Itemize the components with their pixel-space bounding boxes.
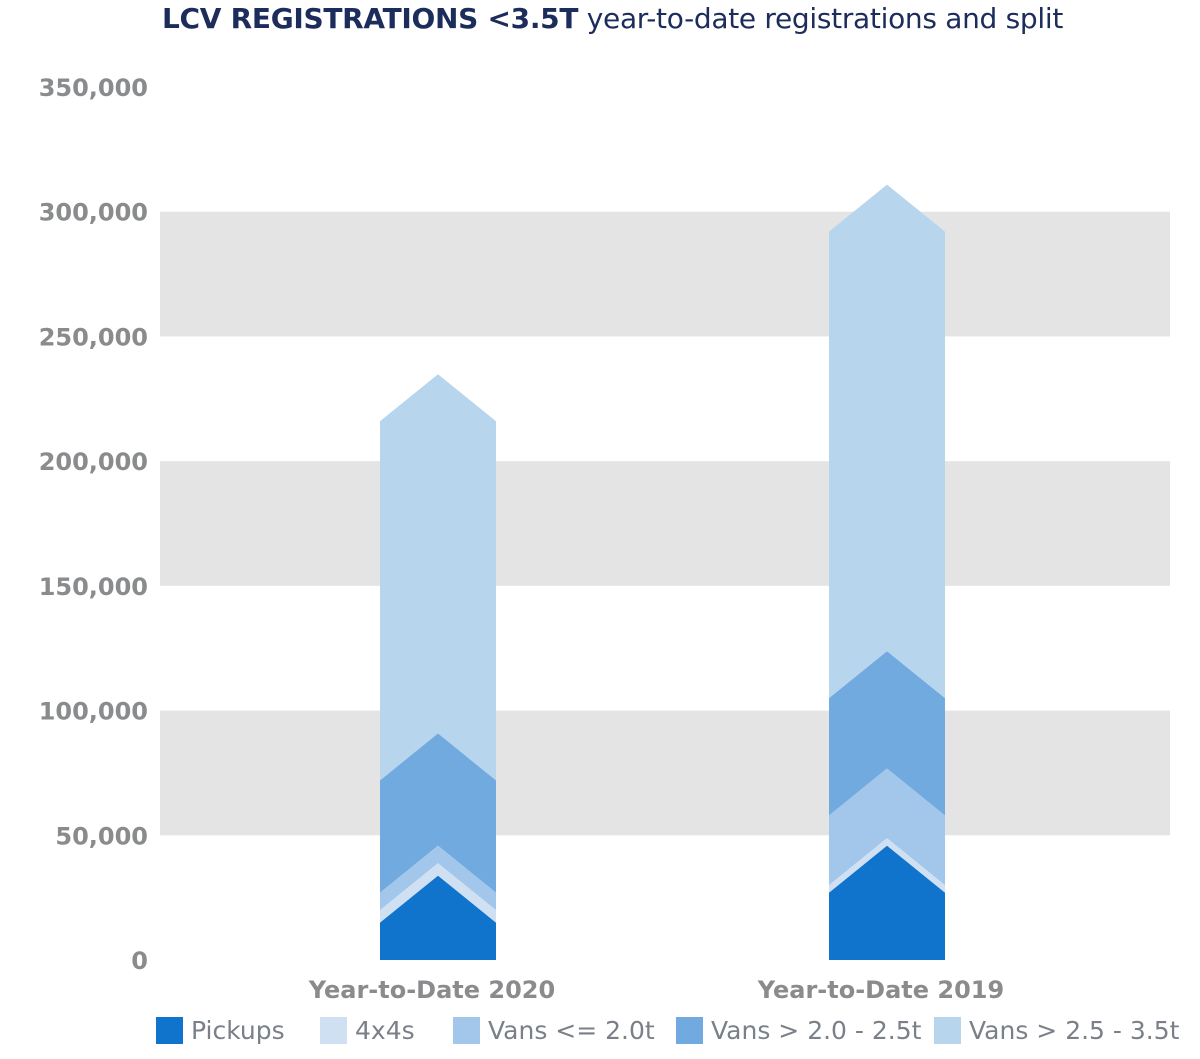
bar-segment-4x4s <box>380 863 496 923</box>
bar-segment-pickups <box>380 875 496 960</box>
legend-swatch <box>934 1017 961 1044</box>
legend-label: Pickups <box>191 1016 285 1045</box>
y-tick-label: 250,000 <box>39 323 148 351</box>
x-category-label: Year-to-Date 2019 <box>757 976 1004 1004</box>
y-tick-label: 350,000 <box>39 74 148 102</box>
grid-band <box>160 710 1170 836</box>
bar-segment-vans-2-0t <box>829 768 945 886</box>
grid-band <box>160 461 1170 586</box>
bar-stack <box>380 374 496 960</box>
legend-item: Pickups <box>156 1016 285 1045</box>
chart-title: LCV REGISTRATIONS <3.5T year-to-date reg… <box>162 2 1063 35</box>
bar-segment-vans-2-0-2-5t <box>829 651 945 816</box>
chart-title-bold: LCV REGISTRATIONS <3.5T <box>162 2 579 35</box>
y-tick-label: 150,000 <box>39 573 148 601</box>
legend-swatch <box>156 1017 183 1044</box>
y-tick-label: 200,000 <box>39 448 148 476</box>
legend-label: Vans <= 2.0t <box>488 1016 655 1045</box>
legend-item: Vans <= 2.0t <box>453 1016 655 1045</box>
y-tick-label: 50,000 <box>55 822 148 850</box>
legend-label: 4x4s <box>355 1016 415 1045</box>
legend-item: Vans > 2.0 - 2.5t <box>676 1016 922 1045</box>
y-tick-label: 100,000 <box>39 698 148 726</box>
bar-segment-vans-2-5-3-5t <box>829 184 945 699</box>
x-category-label: Year-to-Date 2020 <box>308 976 555 1004</box>
legend-item: Vans > 2.5 - 3.5t <box>934 1016 1180 1045</box>
bar-segment-pickups <box>829 845 945 960</box>
grid-bands <box>160 211 1170 836</box>
bar-segment-vans-2-5-3-5t <box>380 374 496 781</box>
x-axis: Year-to-Date 2020 Year-to-Date 2019 <box>308 976 1004 1004</box>
bars <box>380 184 945 960</box>
legend-label: Vans > 2.5 - 3.5t <box>969 1016 1180 1045</box>
legend-swatch <box>676 1017 703 1044</box>
bar-stack <box>829 184 945 960</box>
bar-segment-vans-2-0-2-5t <box>380 733 496 893</box>
legend: Pickups 4x4s Vans <= 2.0t Vans > 2.0 - 2.5t… <box>156 1016 1180 1045</box>
y-tick-label: 300,000 <box>39 199 148 227</box>
legend-label: Vans > 2.0 - 2.5t <box>711 1016 922 1045</box>
legend-swatch <box>453 1017 480 1044</box>
y-axis: 0 50,000 100,000 150,000 200,000 250,000 300,0… <box>39 74 148 975</box>
legend-item: 4x4s <box>320 1016 415 1045</box>
chart-title-rest: year-to-date registrations and split <box>578 2 1064 35</box>
legend-swatch <box>320 1017 347 1044</box>
grid-band <box>160 211 1170 337</box>
y-tick-label: 0 <box>131 947 148 975</box>
bar-segment-vans-2-0t <box>380 845 496 911</box>
